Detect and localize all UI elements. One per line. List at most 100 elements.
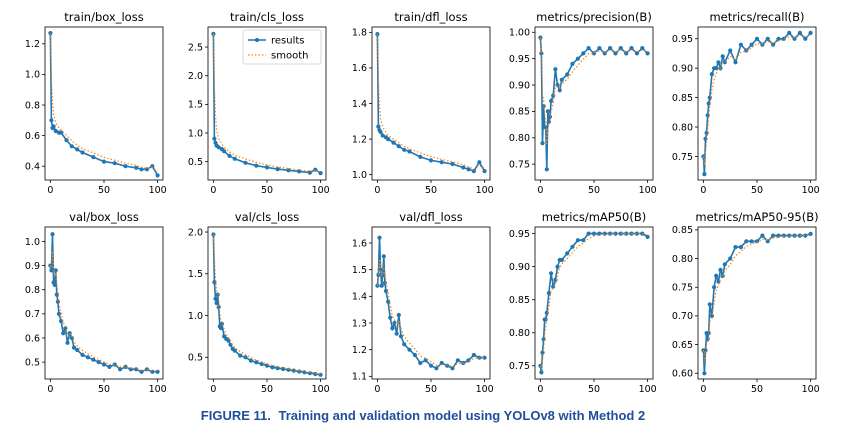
results-point — [49, 118, 54, 123]
y-tick-label: 0.85 — [509, 107, 530, 118]
results-point — [803, 36, 808, 41]
y-tick-label: 0.85 — [509, 295, 530, 306]
results-point — [466, 167, 471, 172]
results-point — [547, 114, 553, 119]
results-point — [396, 144, 401, 149]
y-tick-label: 0.7 — [25, 309, 40, 320]
y-tick-label: 0.6 — [25, 131, 40, 142]
results-point — [213, 296, 218, 301]
results-point — [428, 363, 434, 368]
results-point — [286, 168, 291, 173]
results-point — [71, 345, 77, 350]
results-point — [218, 326, 223, 331]
y-tick-label: 1.4 — [352, 292, 367, 303]
results-point — [565, 251, 570, 256]
results-point — [709, 72, 715, 77]
results-point — [549, 98, 554, 103]
results-point — [75, 347, 80, 353]
results-point — [275, 167, 280, 172]
results-point — [75, 147, 80, 152]
results-point — [749, 42, 754, 47]
x-tick-label: 100 — [312, 185, 330, 196]
x-tick-label: 50 — [98, 384, 110, 395]
results-point — [797, 30, 803, 35]
results-point — [91, 155, 96, 160]
x-tick-label: 50 — [588, 384, 600, 395]
results-point — [112, 161, 117, 166]
x-tick-label: 0 — [700, 185, 706, 196]
results-point — [738, 42, 744, 47]
results-point — [754, 36, 760, 41]
results-point — [706, 101, 711, 106]
results-point — [259, 361, 264, 367]
results-point — [555, 264, 560, 269]
results-point — [80, 352, 85, 357]
results-point — [482, 169, 487, 174]
results-point — [450, 366, 455, 371]
y-tick-label: 0.5 — [188, 353, 203, 364]
y-tick-label: 0.90 — [509, 262, 530, 273]
y-tick-label: 1.8 — [352, 28, 367, 39]
x-tick-label: 50 — [588, 185, 600, 196]
subplot-8: val/dfl_loss 0 50 100 1.1 1.2 1.3 1.4 1.5 1.6 — [352, 210, 494, 395]
subplot-6: val/box_loss 0 50 100 0.5 0.6 0.7 0.8 0.9 1.0 — [25, 210, 167, 395]
results-point — [645, 51, 650, 56]
y-tick-label: 1.6 — [352, 63, 367, 74]
x-tick-label: 100 — [476, 185, 494, 196]
results-point — [450, 161, 455, 167]
results-point — [56, 311, 62, 316]
results-point — [212, 136, 217, 141]
y-tick-label: 0.85 — [672, 93, 693, 104]
results-point — [216, 305, 221, 310]
y-tick-label: 0.75 — [672, 283, 693, 294]
results-point — [139, 167, 144, 172]
results-point — [738, 245, 744, 250]
x-tick-label: 50 — [751, 185, 763, 196]
x-tick-label: 0 — [700, 384, 706, 395]
results-point — [559, 77, 564, 82]
results-point — [744, 239, 749, 244]
results-point — [96, 360, 101, 365]
y-tick-label: 0.5 — [25, 357, 40, 368]
x-tick-label: 100 — [476, 384, 494, 395]
results-point — [428, 158, 434, 163]
results-line — [702, 31, 812, 175]
x-tick-label: 0 — [374, 185, 380, 196]
results-point — [575, 238, 581, 243]
subplot-10: metrics/mAP50-95(B) 0 50 100 0.60 0.65 0.70 0.7… — [672, 210, 820, 395]
x-tick-label: 0 — [47, 185, 53, 196]
results-point — [714, 66, 719, 71]
smooth-line — [49, 33, 158, 172]
results-point — [461, 165, 466, 170]
x-tick-label: 0 — [210, 185, 216, 196]
results-point — [382, 280, 387, 286]
results-point — [80, 150, 85, 155]
results-point — [544, 310, 549, 315]
results-point — [754, 239, 760, 244]
results-point — [541, 337, 546, 342]
results-point — [586, 231, 591, 236]
results-point — [144, 367, 149, 372]
results-point — [706, 331, 711, 336]
smooth-line — [702, 34, 811, 166]
y-tick-label: 0.80 — [509, 133, 530, 144]
results-line — [376, 237, 485, 370]
subplot-title: train/dfl_loss — [394, 10, 467, 24]
y-tick-label: 0.95 — [672, 34, 693, 45]
results-point — [313, 167, 318, 172]
results-point — [543, 125, 548, 130]
results-point — [591, 231, 597, 236]
results-point — [61, 331, 66, 336]
y-tick-label: 0.75 — [509, 361, 530, 372]
results-point — [749, 239, 754, 244]
y-tick-label: 0.75 — [509, 159, 530, 170]
results-point — [787, 30, 792, 35]
y-tick-label: 1.3 — [352, 318, 367, 329]
subplot-title: val/cls_loss — [235, 210, 299, 224]
results-point — [477, 160, 482, 165]
results-point — [216, 145, 221, 150]
x-tick-label: 50 — [261, 384, 273, 395]
results-point — [232, 156, 237, 161]
x-tick-label: 0 — [537, 384, 543, 395]
results-point — [787, 233, 792, 238]
